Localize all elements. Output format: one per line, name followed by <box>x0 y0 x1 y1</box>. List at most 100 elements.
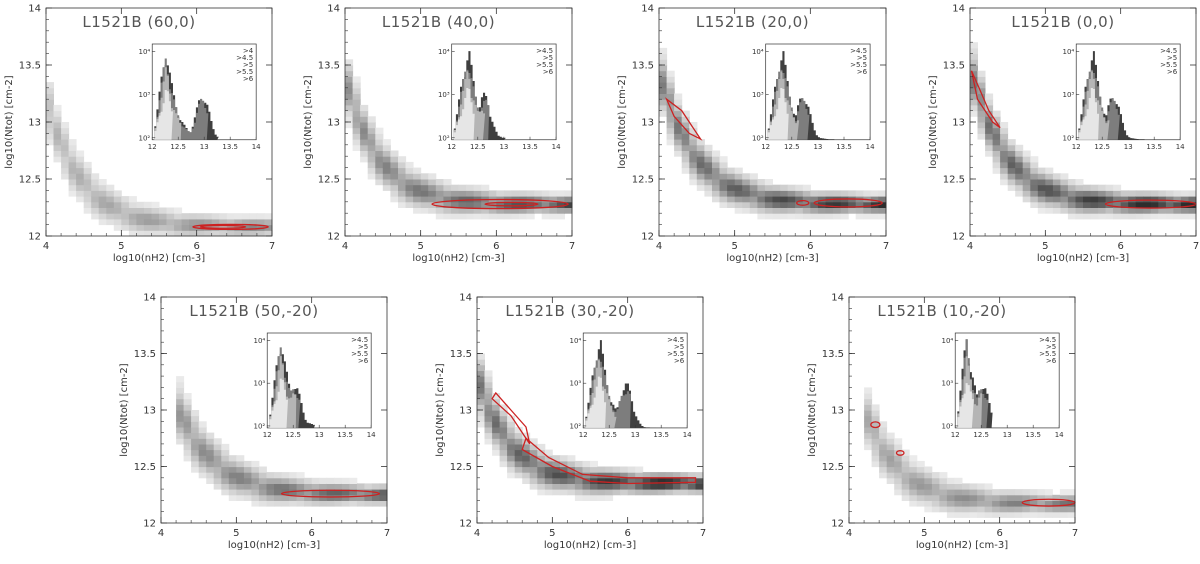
heatmap-cell <box>564 201 573 208</box>
heatmap-cell <box>1158 196 1167 203</box>
heatmap-cell <box>151 201 160 208</box>
heatmap-cell <box>319 489 328 496</box>
heatmap-cell <box>970 42 978 49</box>
heatmap-cell <box>590 466 598 473</box>
heatmap-cell <box>496 190 505 197</box>
inset-y-tick-label: 10³ <box>752 91 764 99</box>
heatmap-cell <box>840 201 849 208</box>
heatmap-cell <box>772 196 781 203</box>
heatmap-cell <box>1037 500 1046 507</box>
heatmap-cell <box>772 201 781 208</box>
heatmap-cell <box>375 144 384 151</box>
heatmap-cell <box>817 213 826 220</box>
heatmap-cell <box>1045 201 1054 208</box>
heatmap-cell <box>605 472 614 479</box>
heatmap-cell <box>159 224 167 231</box>
heatmap-cell <box>83 207 92 214</box>
heatmap-cell <box>91 173 100 180</box>
heatmap-cell <box>481 207 490 214</box>
heatmap-cell <box>969 483 978 490</box>
heatmap-cell <box>985 127 994 134</box>
heatmap-cell <box>772 213 781 220</box>
inset-legend-entry: >6 <box>1167 68 1178 76</box>
x-axis-label: log10(nH2) [cm-3] <box>544 540 636 551</box>
heatmap-cell <box>659 104 668 112</box>
heatmap-cell <box>672 483 681 490</box>
heatmap-cell <box>689 156 698 163</box>
heatmap-cell <box>484 415 493 422</box>
heatmap-cell <box>985 122 994 129</box>
heatmap-cell <box>764 190 773 197</box>
inset-legend-entry: >5.5 <box>850 61 867 69</box>
heatmap-cell <box>499 455 508 462</box>
heatmap-cell <box>567 455 576 462</box>
inset-x-tick-label: 12.5 <box>170 143 186 151</box>
heatmap-cell <box>367 116 376 123</box>
heatmap-cell <box>665 483 674 490</box>
heatmap-cell <box>787 213 796 220</box>
heatmap-cell <box>848 190 857 197</box>
heatmap-cell <box>556 196 565 203</box>
heatmap-cell <box>749 190 758 197</box>
heatmap-cell <box>946 483 955 490</box>
heatmap-cell <box>83 184 92 191</box>
x-axis-label: log10(nH2) [cm-3] <box>113 253 205 264</box>
inset-legend-entry: >4.5 <box>536 47 553 55</box>
inset-y-tick-label: 10² <box>752 134 764 142</box>
heatmap-cell <box>258 500 267 507</box>
heatmap-cell <box>665 472 674 479</box>
heatmap-cell <box>946 506 955 513</box>
heatmap-cell <box>428 173 437 180</box>
heatmap-cell <box>1173 196 1182 203</box>
heatmap-cell <box>681 127 690 134</box>
heatmap-cell <box>61 156 70 163</box>
heatmap-cell <box>659 93 668 100</box>
heatmap-cell <box>477 387 485 394</box>
heatmap-cell <box>1075 179 1084 186</box>
heatmap-cell <box>251 494 260 501</box>
heatmap-cell <box>666 70 675 77</box>
heatmap-cell <box>1000 161 1009 169</box>
heatmap-cell <box>360 127 369 134</box>
heatmap-cell <box>871 455 880 462</box>
heatmap-cell <box>46 133 54 140</box>
heatmap-cell <box>1075 201 1084 208</box>
inset-legend-entry: >6 <box>674 357 685 365</box>
heatmap-cell <box>243 460 252 468</box>
heatmap-cell <box>627 489 636 496</box>
y-tick-label: 13.5 <box>822 349 844 360</box>
heatmap-cell <box>635 489 644 496</box>
heatmap-cell <box>749 173 758 180</box>
heatmap-cell <box>727 184 736 191</box>
heatmap-cell <box>151 230 160 237</box>
heatmap-cell <box>674 127 683 134</box>
heatmap-cell <box>390 167 399 174</box>
heatmap-cell <box>136 230 145 237</box>
heatmap-cell <box>970 99 978 106</box>
heatmap-cell <box>492 421 501 428</box>
heatmap-cell <box>98 190 107 197</box>
y-tick-label: 13 <box>831 406 844 417</box>
heatmap-cell <box>666 133 675 140</box>
heatmap-cell <box>241 224 250 231</box>
heatmap-cell <box>1015 179 1024 186</box>
y-tick-label: 12 <box>28 232 41 243</box>
heatmap-cell <box>734 196 743 203</box>
heatmap-cell <box>236 494 245 501</box>
heatmap-cell <box>206 477 215 484</box>
heatmap-cell <box>379 489 388 496</box>
heatmap-cell <box>687 489 696 496</box>
heatmap-cell <box>514 472 523 479</box>
heatmap-cell <box>1030 161 1039 169</box>
heatmap-cell <box>559 472 568 479</box>
heatmap-cells <box>970 42 1197 220</box>
heatmap-cell <box>526 207 535 214</box>
heatmap-cell <box>1180 190 1189 197</box>
inset-y-tick-label: 10² <box>1063 134 1075 142</box>
heatmap-cell <box>727 173 736 180</box>
heatmap-cell <box>371 500 380 507</box>
